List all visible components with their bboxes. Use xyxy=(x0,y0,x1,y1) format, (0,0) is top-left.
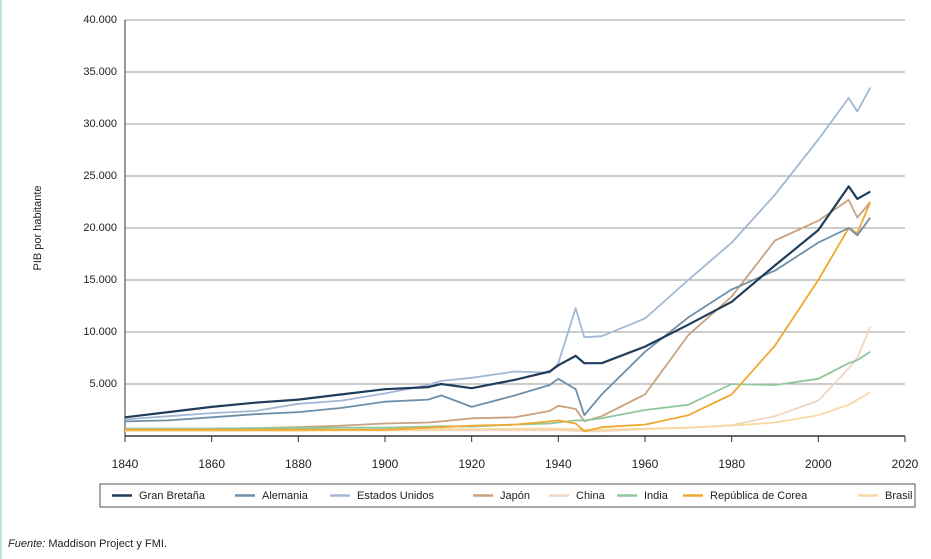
series-line xyxy=(124,185,871,419)
y-tick-label: 40.000 xyxy=(83,14,117,26)
source-label: Fuente: xyxy=(8,538,45,550)
x-tick-label: 1960 xyxy=(632,457,659,471)
x-tick-label: 1900 xyxy=(372,457,399,471)
series-line xyxy=(125,201,872,433)
legend-label: Alemania xyxy=(262,490,309,502)
x-tick-label: 1920 xyxy=(458,457,485,471)
legend-label: Japón xyxy=(500,490,530,502)
y-tick-label: 5.000 xyxy=(89,378,117,390)
y-tick-label: 20.000 xyxy=(83,222,117,234)
series-line xyxy=(125,391,871,432)
legend-label: China xyxy=(576,490,606,502)
y-tick-label: 35.000 xyxy=(83,66,117,78)
y-tick-label: 25.000 xyxy=(83,170,117,182)
x-tick-label: 2000 xyxy=(805,457,832,471)
legend-label: Brasil xyxy=(885,490,913,502)
legend-label: República de Corea xyxy=(710,490,808,502)
legend-label: India xyxy=(644,490,669,502)
series-line xyxy=(125,351,871,430)
x-tick-label: 1940 xyxy=(545,457,572,471)
x-tick-label: 1840 xyxy=(112,457,139,471)
legend-label: Estados Unidos xyxy=(357,490,435,502)
series-line xyxy=(124,217,872,423)
source: Fuente: Maddison Project y FMI. xyxy=(8,538,167,550)
x-tick-label: 2020 xyxy=(892,457,919,471)
y-axis-label: PIB por habitante xyxy=(32,185,44,270)
y-tick-label: 10.000 xyxy=(83,326,117,338)
y-tick-label: 15.000 xyxy=(83,274,117,286)
x-tick-label: 1860 xyxy=(198,457,225,471)
legend-label: Gran Bretaña xyxy=(139,490,206,502)
series-line xyxy=(124,87,872,421)
y-tick-label: 30.000 xyxy=(83,118,117,130)
x-tick-label: 1880 xyxy=(285,457,312,471)
x-tick-label: 1980 xyxy=(718,457,745,471)
legend-box xyxy=(99,483,916,508)
source-text: Maddison Project y FMI. xyxy=(48,538,167,550)
series-line xyxy=(125,199,871,430)
